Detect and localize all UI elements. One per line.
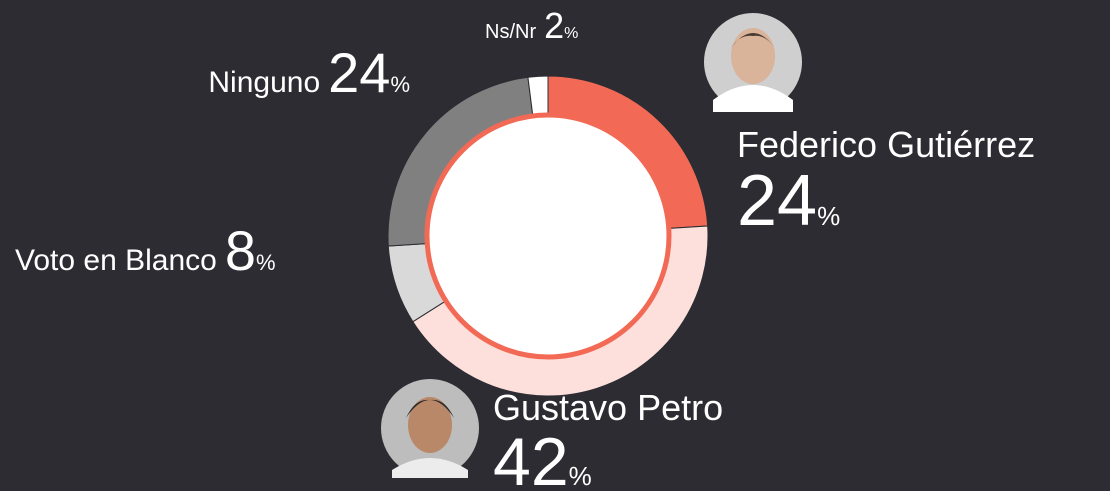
unit: % xyxy=(564,25,578,42)
label-name: Ns/Nr xyxy=(485,21,536,43)
donut-center xyxy=(427,115,669,357)
unit: % xyxy=(390,72,410,97)
label-name: Gustavo Petro xyxy=(493,387,723,428)
photo-federico xyxy=(703,12,803,112)
label-name: Federico Gutiérrez xyxy=(737,124,1035,165)
unit: % xyxy=(256,250,276,275)
value: 42 xyxy=(493,424,569,491)
value: 24 xyxy=(737,161,817,241)
chart: Federico Gutiérrez24%Gustavo Petro42%Vot… xyxy=(0,0,1110,491)
photo-petro xyxy=(380,378,480,478)
unit: % xyxy=(569,461,592,491)
label-name: Voto en Blanco xyxy=(15,244,217,277)
label-name: Ninguno xyxy=(208,66,320,99)
value: 2 xyxy=(544,5,564,46)
value: 24 xyxy=(328,41,390,104)
unit: % xyxy=(817,201,840,231)
value: 8 xyxy=(225,219,256,282)
